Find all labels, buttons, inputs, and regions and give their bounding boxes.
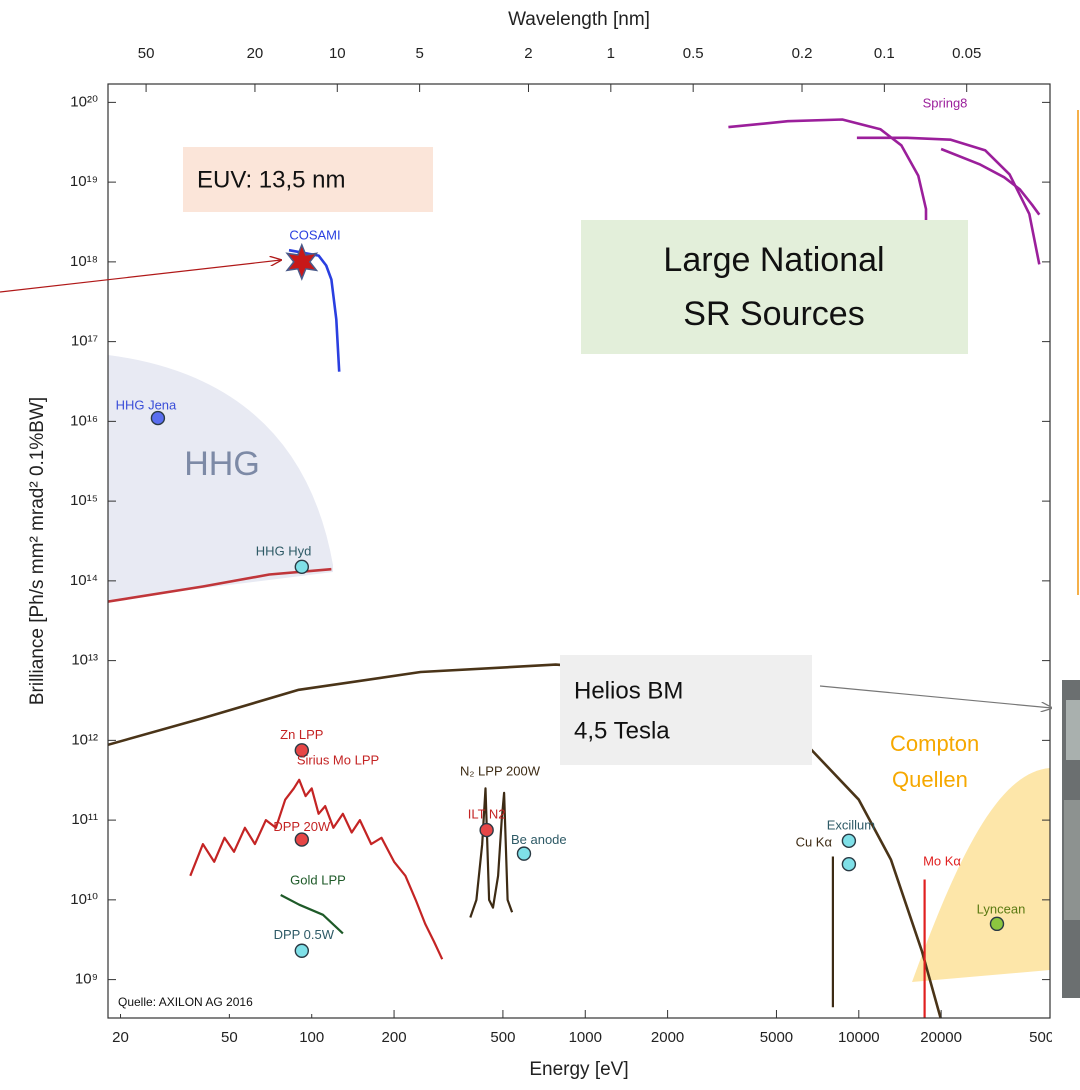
photo-detail bbox=[1064, 800, 1080, 920]
x2-tick-label: 20 bbox=[247, 45, 264, 62]
plot-frame bbox=[107, 83, 1051, 1019]
x-tick-label: 200 bbox=[382, 1029, 407, 1046]
point-label: ILT N2 bbox=[468, 807, 506, 822]
labels: Spring8 COSAMI Sirius Mo LPP N₂ LPP 200W Gol… bbox=[116, 95, 1026, 942]
x2-tick-label: 50 bbox=[138, 45, 155, 62]
point-marker bbox=[841, 833, 857, 849]
series-label: Sirius Mo LPP bbox=[297, 752, 379, 767]
euv-box bbox=[183, 147, 433, 212]
y-tick-label: 10¹⁸ bbox=[70, 253, 98, 270]
y-tick-label: 10¹⁹ bbox=[70, 173, 98, 190]
x2-tick-label: 0.5 bbox=[683, 45, 704, 62]
source-label: Quelle: AXILON AG 2016 bbox=[118, 995, 253, 1009]
y-tick-label: 10¹³ bbox=[71, 652, 98, 669]
point-label: DPP 20W bbox=[273, 819, 331, 834]
series-line bbox=[940, 147, 1041, 216]
point-marker bbox=[294, 832, 310, 847]
x2-tick-label: 10 bbox=[329, 45, 346, 62]
point-marker bbox=[841, 856, 857, 872]
x2-tick-label: 2 bbox=[524, 45, 532, 62]
x-tick-label: 1000 bbox=[569, 1029, 602, 1046]
euv-arrow bbox=[0, 260, 281, 293]
x-tick-label: 10000 bbox=[838, 1029, 880, 1046]
x2-tick-label: 1 bbox=[607, 45, 615, 62]
sr-label: SR Sources bbox=[683, 295, 864, 333]
x2-axis-title: Wavelength [nm] bbox=[508, 9, 650, 30]
point-label: Be anode bbox=[511, 832, 567, 847]
photo-detail bbox=[1066, 700, 1080, 760]
y-tick-label: 10¹⁰ bbox=[70, 891, 98, 908]
series-label: Mo Kα bbox=[923, 853, 961, 868]
y-tick-label: 10⁹ bbox=[75, 971, 98, 988]
point-marker bbox=[294, 943, 310, 958]
point-marker bbox=[294, 559, 310, 575]
y-axis-title: Brilliance [Ph/s mm² mrad² 0.1%BW] bbox=[27, 397, 48, 705]
series-label: N₂ LPP 200W bbox=[460, 763, 541, 778]
point-marker bbox=[516, 846, 532, 861]
series-label: Cu Kα bbox=[796, 834, 833, 849]
y-tick-label: 10¹⁶ bbox=[70, 412, 98, 429]
series-line bbox=[469, 787, 514, 918]
y-tick-label: 10¹⁵ bbox=[70, 492, 98, 509]
point-label: DPP 0.5W bbox=[274, 927, 335, 942]
x-tick-label: 500 bbox=[490, 1029, 515, 1046]
point-marker bbox=[285, 242, 319, 281]
sr-label: Large National bbox=[663, 241, 884, 279]
x2-tick-label: 0.1 bbox=[874, 45, 895, 62]
axes: 20 50 100 200 500 1000 2000 5000 10000 20000 50000… bbox=[70, 45, 1071, 1046]
helios-label: 4,5 Tesla bbox=[574, 717, 670, 744]
point-marker bbox=[989, 916, 1005, 932]
x-tick-label: 50 bbox=[221, 1029, 238, 1046]
point-marker bbox=[479, 822, 494, 838]
series-line bbox=[189, 778, 444, 960]
y-tick-label: 10¹⁴ bbox=[70, 572, 98, 589]
series-label: Gold LPP bbox=[290, 872, 346, 887]
point-marker bbox=[294, 743, 310, 758]
point-label: HHG Hyd bbox=[256, 543, 312, 558]
x-tick-label: 2000 bbox=[651, 1029, 684, 1046]
point-label: HHG Jena bbox=[116, 398, 177, 413]
series-label: Spring8 bbox=[923, 95, 968, 110]
point-marker bbox=[150, 410, 166, 426]
helios-label: Helios BM bbox=[574, 677, 683, 704]
y-tick-label: 10¹¹ bbox=[71, 811, 98, 828]
y-tick-label: 10¹² bbox=[71, 731, 98, 748]
point-label: Zn LPP bbox=[280, 727, 323, 742]
plot-area bbox=[108, 118, 1041, 1018]
series-label: COSAMI bbox=[289, 227, 340, 242]
helios-arrow bbox=[819, 685, 1052, 708]
x2-tick-label: 0.2 bbox=[792, 45, 813, 62]
point-label: Excillum bbox=[827, 817, 875, 832]
sr-box bbox=[581, 220, 968, 354]
compton-region bbox=[912, 768, 1050, 982]
series-line bbox=[280, 894, 344, 935]
compton-label: Quellen bbox=[892, 767, 968, 792]
y-tick-label: 10¹⁷ bbox=[71, 333, 98, 350]
y-tick-label: 10²⁰ bbox=[70, 93, 98, 110]
x2-tick-label: 5 bbox=[415, 45, 423, 62]
x-tick-label: 5000 bbox=[760, 1029, 793, 1046]
point-label: Lyncean bbox=[977, 901, 1026, 916]
x-tick-label: 100 bbox=[299, 1029, 324, 1046]
euv-label: EUV: 13,5 nm bbox=[197, 166, 346, 193]
series-line bbox=[856, 136, 1041, 265]
source-box bbox=[112, 992, 332, 1014]
x-tick-label: 20000 bbox=[920, 1029, 962, 1046]
helios-box bbox=[560, 655, 812, 765]
x2-tick-label: 0.05 bbox=[952, 45, 981, 62]
compton-label: Compton bbox=[890, 731, 979, 756]
hhg-label: HHG bbox=[184, 445, 260, 483]
x-axis-title: Energy [eV] bbox=[529, 1059, 628, 1080]
x-tick-label: 20 bbox=[112, 1029, 129, 1046]
